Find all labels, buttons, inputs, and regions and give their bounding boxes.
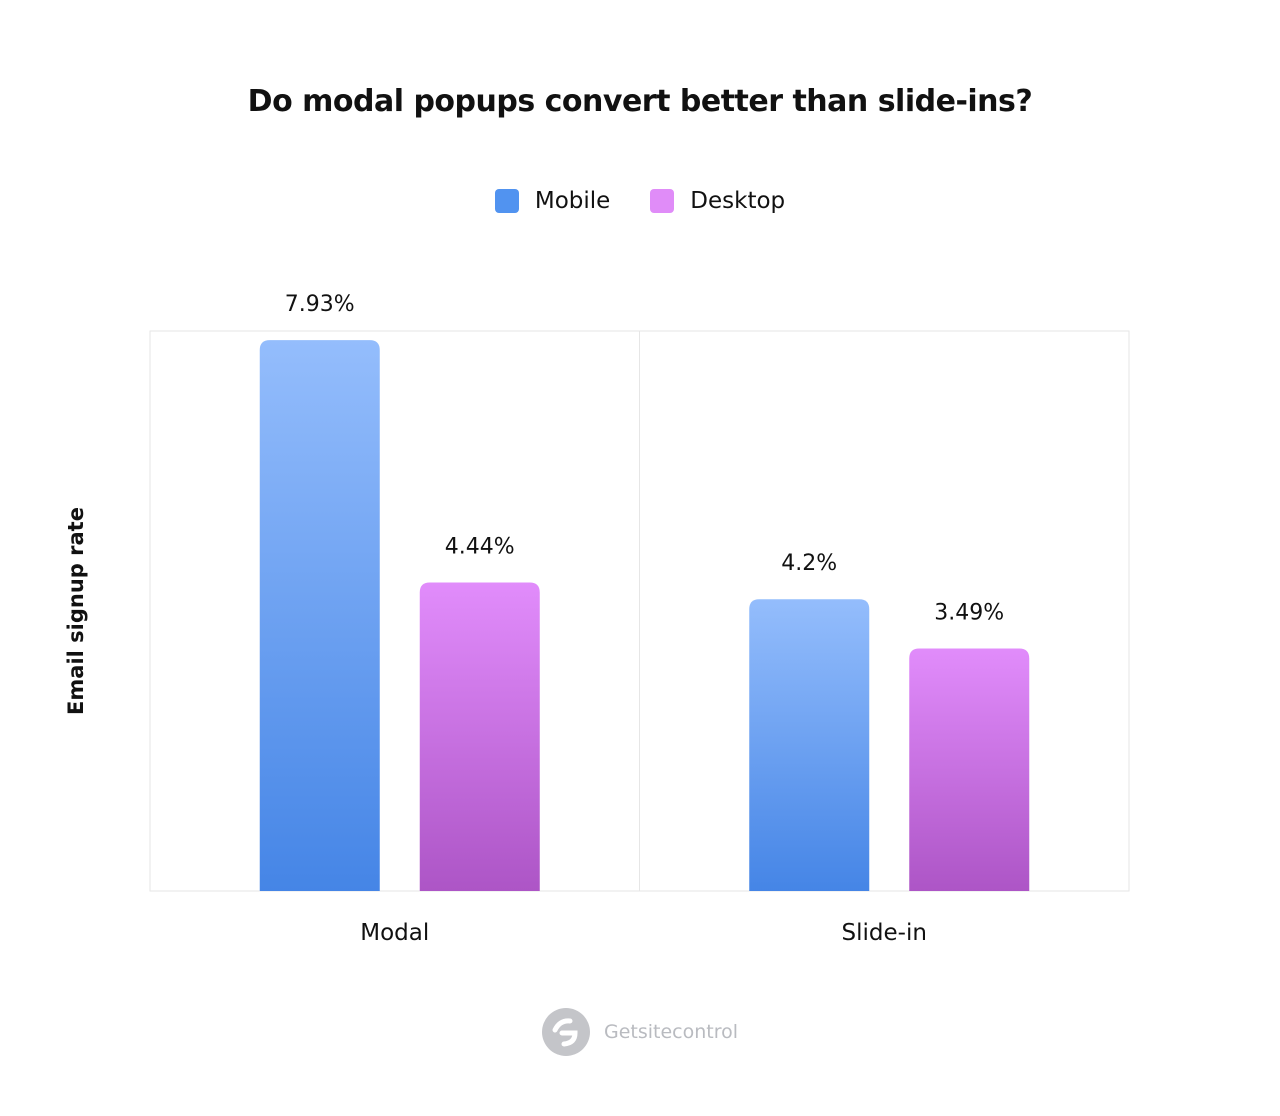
legend-label: Mobile	[534, 188, 611, 214]
x-tick-label: Modal	[360, 920, 429, 946]
bar-desktop	[909, 648, 1030, 891]
bar-mobile	[749, 599, 870, 891]
chart-title: Do modal popups convert better than slid…	[247, 84, 1033, 119]
data-label: 4.44%	[445, 535, 515, 560]
bar-mobile	[259, 340, 380, 892]
getsitecontrol-logo-icon	[541, 1008, 590, 1056]
legend: Mobile Desktop	[0, 188, 1280, 214]
legend-item-mobile: Mobile	[494, 188, 611, 214]
data-label: 7.93%	[285, 292, 355, 317]
footer-brand: Getsitecontrol	[0, 1008, 1280, 1056]
legend-swatch-desktop	[650, 189, 675, 213]
legend-label: Desktop	[690, 188, 786, 214]
bar-desktop	[419, 582, 540, 891]
legend-item-desktop: Desktop	[650, 188, 785, 214]
data-label: 3.49%	[934, 601, 1004, 626]
brand-name: Getsitecontrol	[603, 1021, 739, 1043]
legend-swatch-mobile	[494, 189, 519, 213]
data-label: 4.2%	[781, 551, 837, 576]
x-tick-label: Slide-in	[842, 920, 927, 946]
